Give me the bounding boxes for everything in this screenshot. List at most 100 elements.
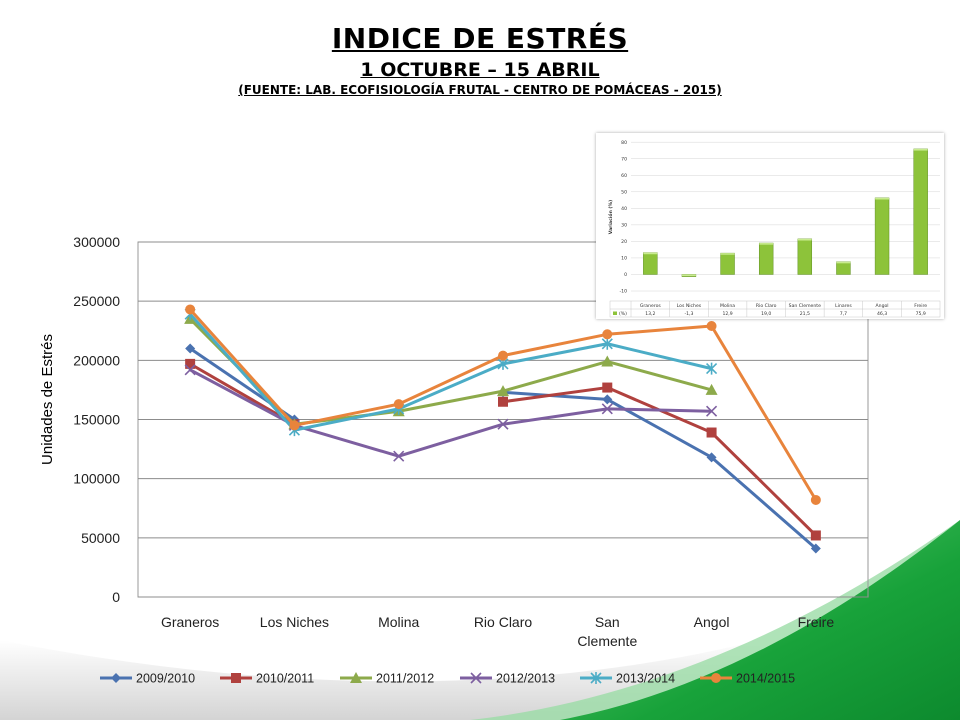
inset-bar (913, 148, 928, 275)
inset-y-axis-label: Variación (%) (607, 200, 614, 234)
data-point (706, 452, 717, 463)
slide-title-block: INDICE DE ESTRÉS 1 OCTUBRE – 15 ABRIL (F… (0, 22, 960, 97)
inset-x-tick-label: Los Niches (677, 303, 702, 309)
inset-bar-highlight (759, 243, 774, 245)
data-point (289, 420, 300, 431)
data-point (498, 350, 508, 361)
data-point (185, 343, 196, 354)
inset-table-value: 46,3 (877, 311, 887, 317)
inset-y-tick-label: 20 (621, 239, 627, 245)
legend-marker (350, 672, 362, 683)
data-point (706, 362, 718, 375)
inset-table-row-label: (%) (619, 311, 627, 317)
inset-bar (874, 197, 890, 275)
inset-table-legend-key (613, 311, 617, 315)
y-tick-label: 300000 (73, 234, 120, 250)
inset-y-tick-label: 70 (621, 156, 627, 162)
inset-bar-highlight (720, 253, 735, 255)
series-line (189, 368, 712, 458)
inset-table-value: 12,9 (722, 311, 732, 317)
y-tick-label: 250000 (73, 293, 120, 309)
data-point (601, 403, 613, 415)
data-point (393, 450, 405, 462)
slide-source: (FUENTE: LAB. ECOFISIOLOGÍA FRUTAL - CEN… (238, 83, 722, 97)
legend-marker (711, 673, 721, 683)
legend-label: 2014/2015 (736, 672, 795, 686)
legend-label: 2009/2010 (136, 672, 195, 686)
x-tick-label: Los Niches (260, 614, 329, 630)
inset-table-value: 19,0 (761, 311, 771, 317)
series-2014-2015 (185, 304, 821, 505)
data-point (810, 494, 821, 505)
inset-bar-highlight (643, 252, 658, 255)
data-point (498, 396, 508, 407)
data-point (706, 427, 717, 438)
slide-subtitle: 1 OCTUBRE – 15 ABRIL (360, 59, 600, 81)
x-tick-label: Graneros (161, 614, 219, 630)
data-point (810, 543, 821, 554)
inset-bar (758, 242, 774, 275)
inset-x-tick-label: Linares (835, 303, 852, 309)
legend-label: 2011/2012 (376, 672, 434, 686)
data-point (602, 394, 613, 405)
legend: 2009/2010 2010/2011 2011/2012 2012/2013 2013… (100, 672, 795, 686)
inset-bar-highlight (681, 274, 696, 277)
legend-item: 2010/2011 (220, 672, 314, 686)
inset-y-tick-label: 80 (621, 140, 627, 146)
inset-y-tick-label: 0 (624, 272, 627, 278)
series-line (189, 313, 712, 432)
data-point (185, 358, 196, 369)
legend-marker (470, 672, 482, 684)
legend-label: 2010/2011 (256, 672, 314, 686)
inset-bar (836, 261, 851, 275)
inset-y-tick-label: -10 (619, 289, 627, 295)
y-tick-label: 150000 (73, 412, 120, 428)
inset-bar (643, 252, 658, 275)
variation-bar-chart-inset: -10 0 10 20 30 40 50 60 70 80 Variación (%) Granero… (596, 133, 944, 319)
inset-x-tick-label: Graneros (640, 303, 662, 309)
legend-item: 2011/2012 (340, 672, 434, 686)
legend-label: 2013/2014 (616, 672, 675, 686)
inset-bar-highlight (836, 261, 851, 264)
inset-y-tick-label: 10 (621, 256, 627, 262)
legend-item: 2012/2013 (460, 672, 555, 686)
inset-y-tick-label: 30 (621, 222, 627, 228)
data-point (393, 399, 404, 410)
inset-y-tick-label: 60 (621, 173, 627, 179)
inset-x-tick-label: San Clemente (789, 303, 821, 309)
legend-item: 2014/2015 (700, 672, 795, 686)
data-point (185, 304, 196, 315)
inset-table-value: 21,5 (800, 311, 810, 317)
legend-label: 2012/2013 (496, 672, 555, 686)
inset-x-tick-label: Freire (914, 303, 927, 309)
inset-table-value: 7,7 (840, 311, 847, 317)
inset-x-tick-label: Rio Claro (756, 303, 777, 309)
data-point (601, 337, 613, 350)
inset-table-value: 75,9 (916, 311, 926, 317)
inset-bar-highlight (875, 197, 890, 200)
series-2012-2013 (184, 364, 718, 462)
data-point (810, 530, 821, 541)
inset-plot: -10 0 10 20 30 40 50 60 70 80 Variación (%) (607, 140, 940, 295)
y-tick-label: 100000 (73, 471, 120, 487)
inset-table-value: 13,2 (645, 311, 655, 317)
data-point (602, 329, 613, 340)
y-tick-label: 200000 (73, 352, 120, 368)
data-point (601, 355, 614, 367)
inset-x-tick-label: Molina (720, 303, 735, 309)
data-point (497, 385, 509, 397)
series-2009-2010 (185, 343, 821, 554)
inset-bar-highlight (913, 148, 928, 151)
data-point (497, 418, 509, 430)
x-tick-label: San Clemente (577, 614, 637, 649)
legend-marker (590, 672, 602, 684)
data-point (184, 364, 196, 376)
data-point (706, 321, 717, 332)
x-tick-label: Molina (378, 614, 419, 630)
legend-marker (111, 673, 121, 683)
inset-x-tick-label: Angol (876, 303, 889, 309)
x-tick-label: Angol (694, 614, 730, 630)
y-tick-label: 50000 (81, 530, 120, 546)
